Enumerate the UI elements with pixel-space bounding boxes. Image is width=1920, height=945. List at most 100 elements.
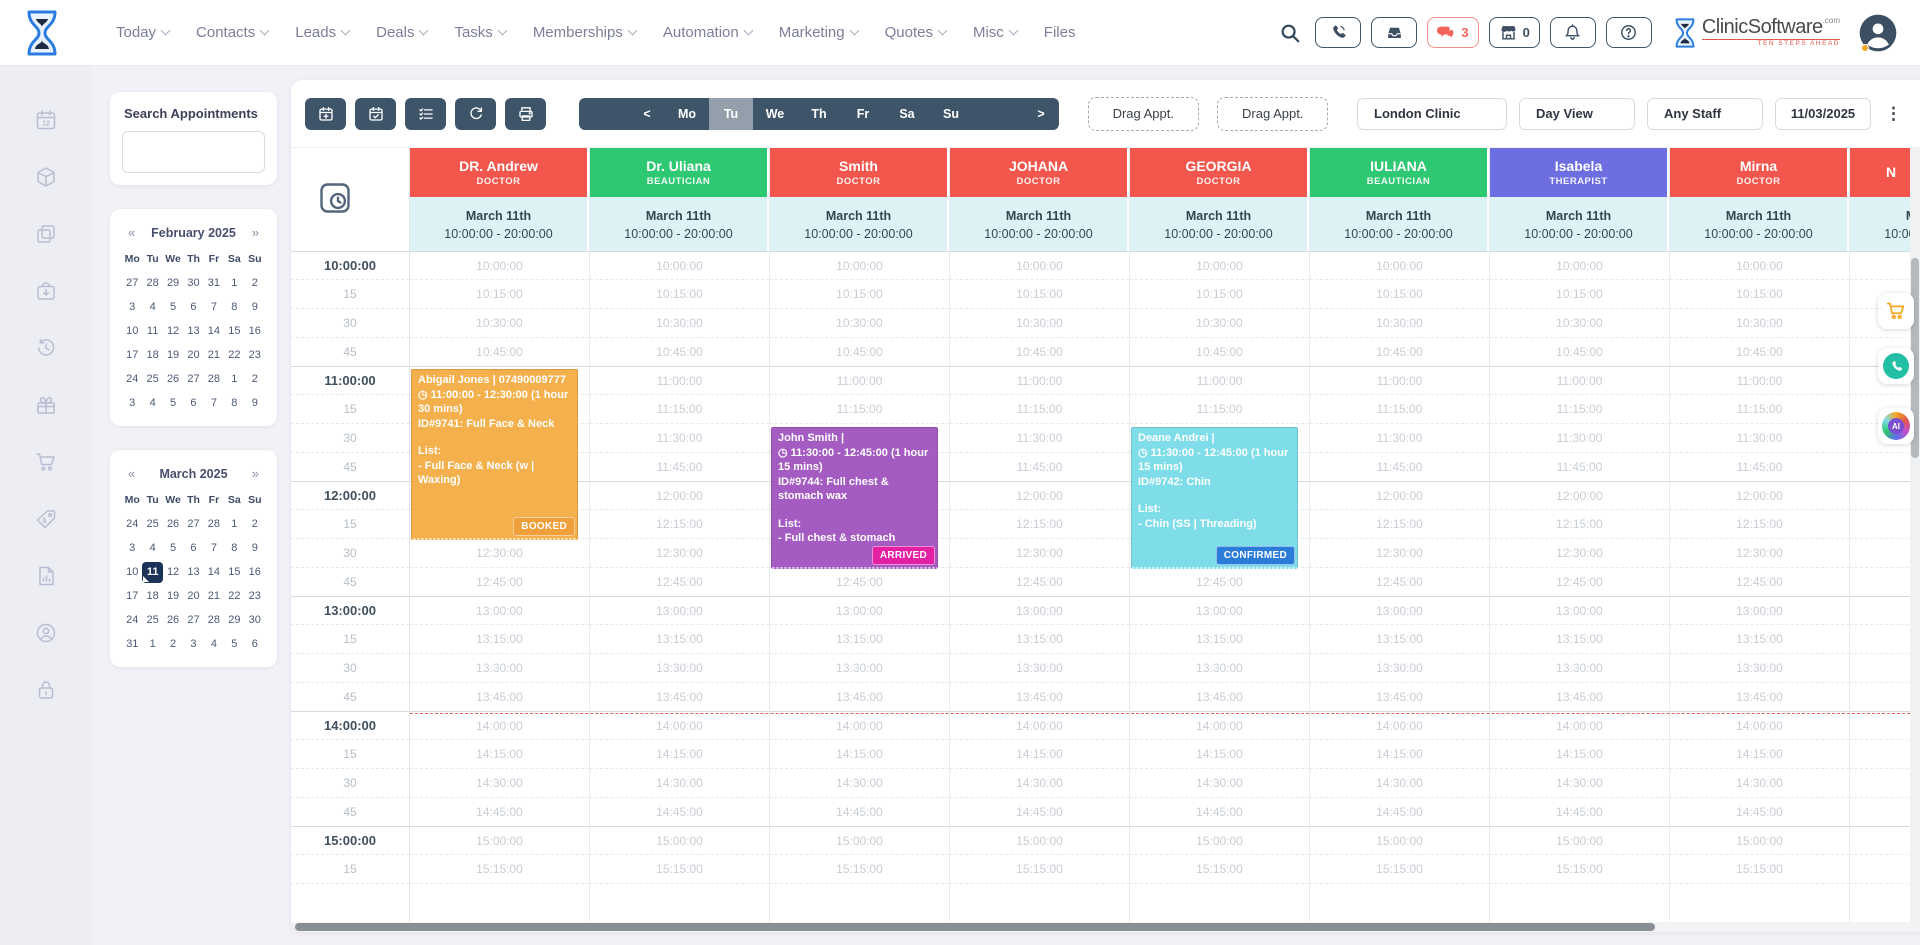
time-slot-cell[interactable]: 11:15:00 [590,395,769,424]
weekday-tab-we[interactable]: We [765,106,785,121]
time-slot-cell[interactable]: 13:45:00 [1130,683,1309,712]
view-select[interactable]: Day View [1519,97,1635,130]
calendar-day[interactable]: 5 [170,542,177,554]
time-slot-cell[interactable]: 15:00:00 [590,826,769,855]
time-slot-cell[interactable]: 13:30:00 [410,654,589,683]
nav-item-misc[interactable]: Misc [973,24,1019,41]
appointment-block[interactable]: Deane Andrei | ◷ 11:30:00 - 12:45:00 (1 h… [1131,427,1298,569]
time-slot-cell[interactable]: 10:45:00 [1490,338,1669,367]
time-slot-cell[interactable]: 11:30:00 [590,424,769,453]
time-slot-cell[interactable]: 12:45:00 [410,568,589,597]
time-slot-cell[interactable]: 10:15:00 [410,280,589,309]
nav-item-tasks[interactable]: Tasks [454,24,508,41]
time-slot-cell[interactable]: 14:30:00 [1310,769,1489,798]
calendar-day[interactable]: 31 [207,277,221,289]
account-icon[interactable] [34,621,58,645]
calendar-day[interactable]: 25 [146,518,159,530]
calendar-day[interactable]: 15 [228,325,241,337]
calendar-day[interactable]: 23 [248,349,261,361]
history-icon[interactable] [34,336,58,360]
date-picker-field[interactable]: 11/03/2025 [1775,97,1871,130]
calendar-day[interactable]: 20 [187,349,200,361]
time-slot-cell[interactable]: 11:15:00 [1310,395,1489,424]
time-slot-cell[interactable]: 11:45:00 [1490,453,1669,482]
search-icon[interactable] [1275,18,1305,48]
print-button[interactable] [505,97,546,130]
time-slot-cell[interactable]: 14:15:00 [1490,740,1669,769]
calendar-prev-button[interactable]: « [128,225,136,240]
calendar-day[interactable]: 22 [228,590,241,602]
time-slot-cell[interactable]: 11:00:00 [1130,366,1309,395]
calendar-day[interactable]: 1 [231,373,238,385]
time-slot-cell[interactable]: 11:15:00 [770,395,949,424]
staff-filter-select[interactable]: Any Staff [1647,97,1763,130]
drag-appointment-button-1[interactable]: Drag Appt. [1087,96,1199,131]
time-slot-cell[interactable]: 14:15:00 [410,740,589,769]
time-slot-cell[interactable]: 10:30:00 [1490,309,1669,338]
time-slot-cell[interactable]: 12:00:00 [590,481,769,510]
calendar-day[interactable]: 6 [190,542,197,554]
time-slot-cell[interactable]: 10:15:00 [590,280,769,309]
time-slot-cell[interactable]: 12:30:00 [1670,539,1849,568]
price-tag-icon[interactable]: $ [34,507,58,531]
time-slot-cell[interactable]: 11:45:00 [590,453,769,482]
time-slot-cell[interactable]: 10:00:00 [1490,251,1669,280]
calendar-day[interactable]: 16 [248,566,261,578]
gift-icon[interactable] [34,393,58,417]
vertical-scrollbar-thumb[interactable] [1911,258,1919,458]
time-slot-cell[interactable]: 13:15:00 [950,625,1129,654]
calendar-day[interactable]: 10 [126,566,139,578]
calendar-day[interactable]: 1 [149,638,156,650]
calendar-day[interactable]: 30 [248,614,261,626]
time-slot-cell[interactable]: 13:30:00 [770,654,949,683]
time-slot-cell[interactable]: 11:00:00 [590,366,769,395]
time-slot-cell[interactable]: 10:00:00 [1670,251,1849,280]
time-slot-cell[interactable]: 13:45:00 [590,683,769,712]
appointment-block[interactable]: John Smith | ◷ 11:30:00 - 12:45:00 (1 hou… [771,427,938,569]
time-slot-cell[interactable]: 14:00:00 [950,711,1129,740]
calendar-day[interactable]: 7 [210,397,217,409]
time-slot-cell[interactable]: 14:45:00 [590,798,769,827]
time-slot-cell[interactable]: 14:30:00 [1130,769,1309,798]
time-slot-cell[interactable]: 11:30:00 [1490,424,1669,453]
calendar-day[interactable]: 8 [231,397,238,409]
time-slot-cell[interactable]: 13:00:00 [770,596,949,625]
nav-item-leads[interactable]: Leads [295,24,351,41]
time-slot-cell[interactable]: 15:00:00 [1490,826,1669,855]
time-slot-cell[interactable]: 14:30:00 [410,769,589,798]
time-slot-cell[interactable]: 14:45:00 [1310,798,1489,827]
appointment-list-button[interactable] [405,97,446,130]
calendar-day[interactable]: 25 [146,614,159,626]
calendar-day[interactable]: 4 [149,301,156,313]
time-slot-cell[interactable]: 14:30:00 [770,769,949,798]
calendar-day[interactable]: 19 [166,590,180,602]
help-button[interactable] [1605,17,1652,48]
time-slot-cell[interactable]: 12:45:00 [950,568,1129,597]
ai-assistant-fab[interactable]: AI [1878,408,1914,444]
time-slot-cell[interactable]: 10:30:00 [1670,309,1849,338]
calendar-day[interactable]: 4 [149,542,156,554]
time-slot-cell[interactable]: 13:00:00 [1310,596,1489,625]
time-slot-cell[interactable]: 14:30:00 [1670,769,1849,798]
staff-header[interactable]: DR. Andrew DOCTOR [410,148,589,197]
horizontal-scrollbar[interactable] [291,922,1920,932]
time-slot-cell[interactable]: 15:00:00 [770,826,949,855]
time-slot-cell[interactable]: 13:30:00 [1670,654,1849,683]
calendar-day[interactable]: 23 [248,590,261,602]
time-slot-cell[interactable]: 13:30:00 [1490,654,1669,683]
calendar-day[interactable]: 31 [126,638,139,650]
time-slot-cell[interactable]: 11:30:00 [1670,424,1849,453]
calendar-day[interactable]: 5 [231,638,238,650]
time-slot-cell[interactable]: 10:45:00 [590,338,769,367]
calendar-day[interactable]: 11 [146,325,159,337]
time-slot-cell[interactable]: 13:15:00 [1670,625,1849,654]
calendar-day[interactable]: 14 [207,325,221,337]
time-slot-cell[interactable]: 13:15:00 [1310,625,1489,654]
staff-header[interactable]: Smith DOCTOR [770,148,949,197]
calendar-day[interactable]: 6 [190,397,197,409]
calendar-prev-button[interactable]: « [128,466,136,481]
time-slot-cell[interactable]: 10:45:00 [1130,338,1309,367]
time-slot-cell[interactable]: 15:15:00 [590,855,769,884]
chat-button[interactable]: 3 [1427,17,1479,48]
nav-item-automation[interactable]: Automation [663,24,754,41]
